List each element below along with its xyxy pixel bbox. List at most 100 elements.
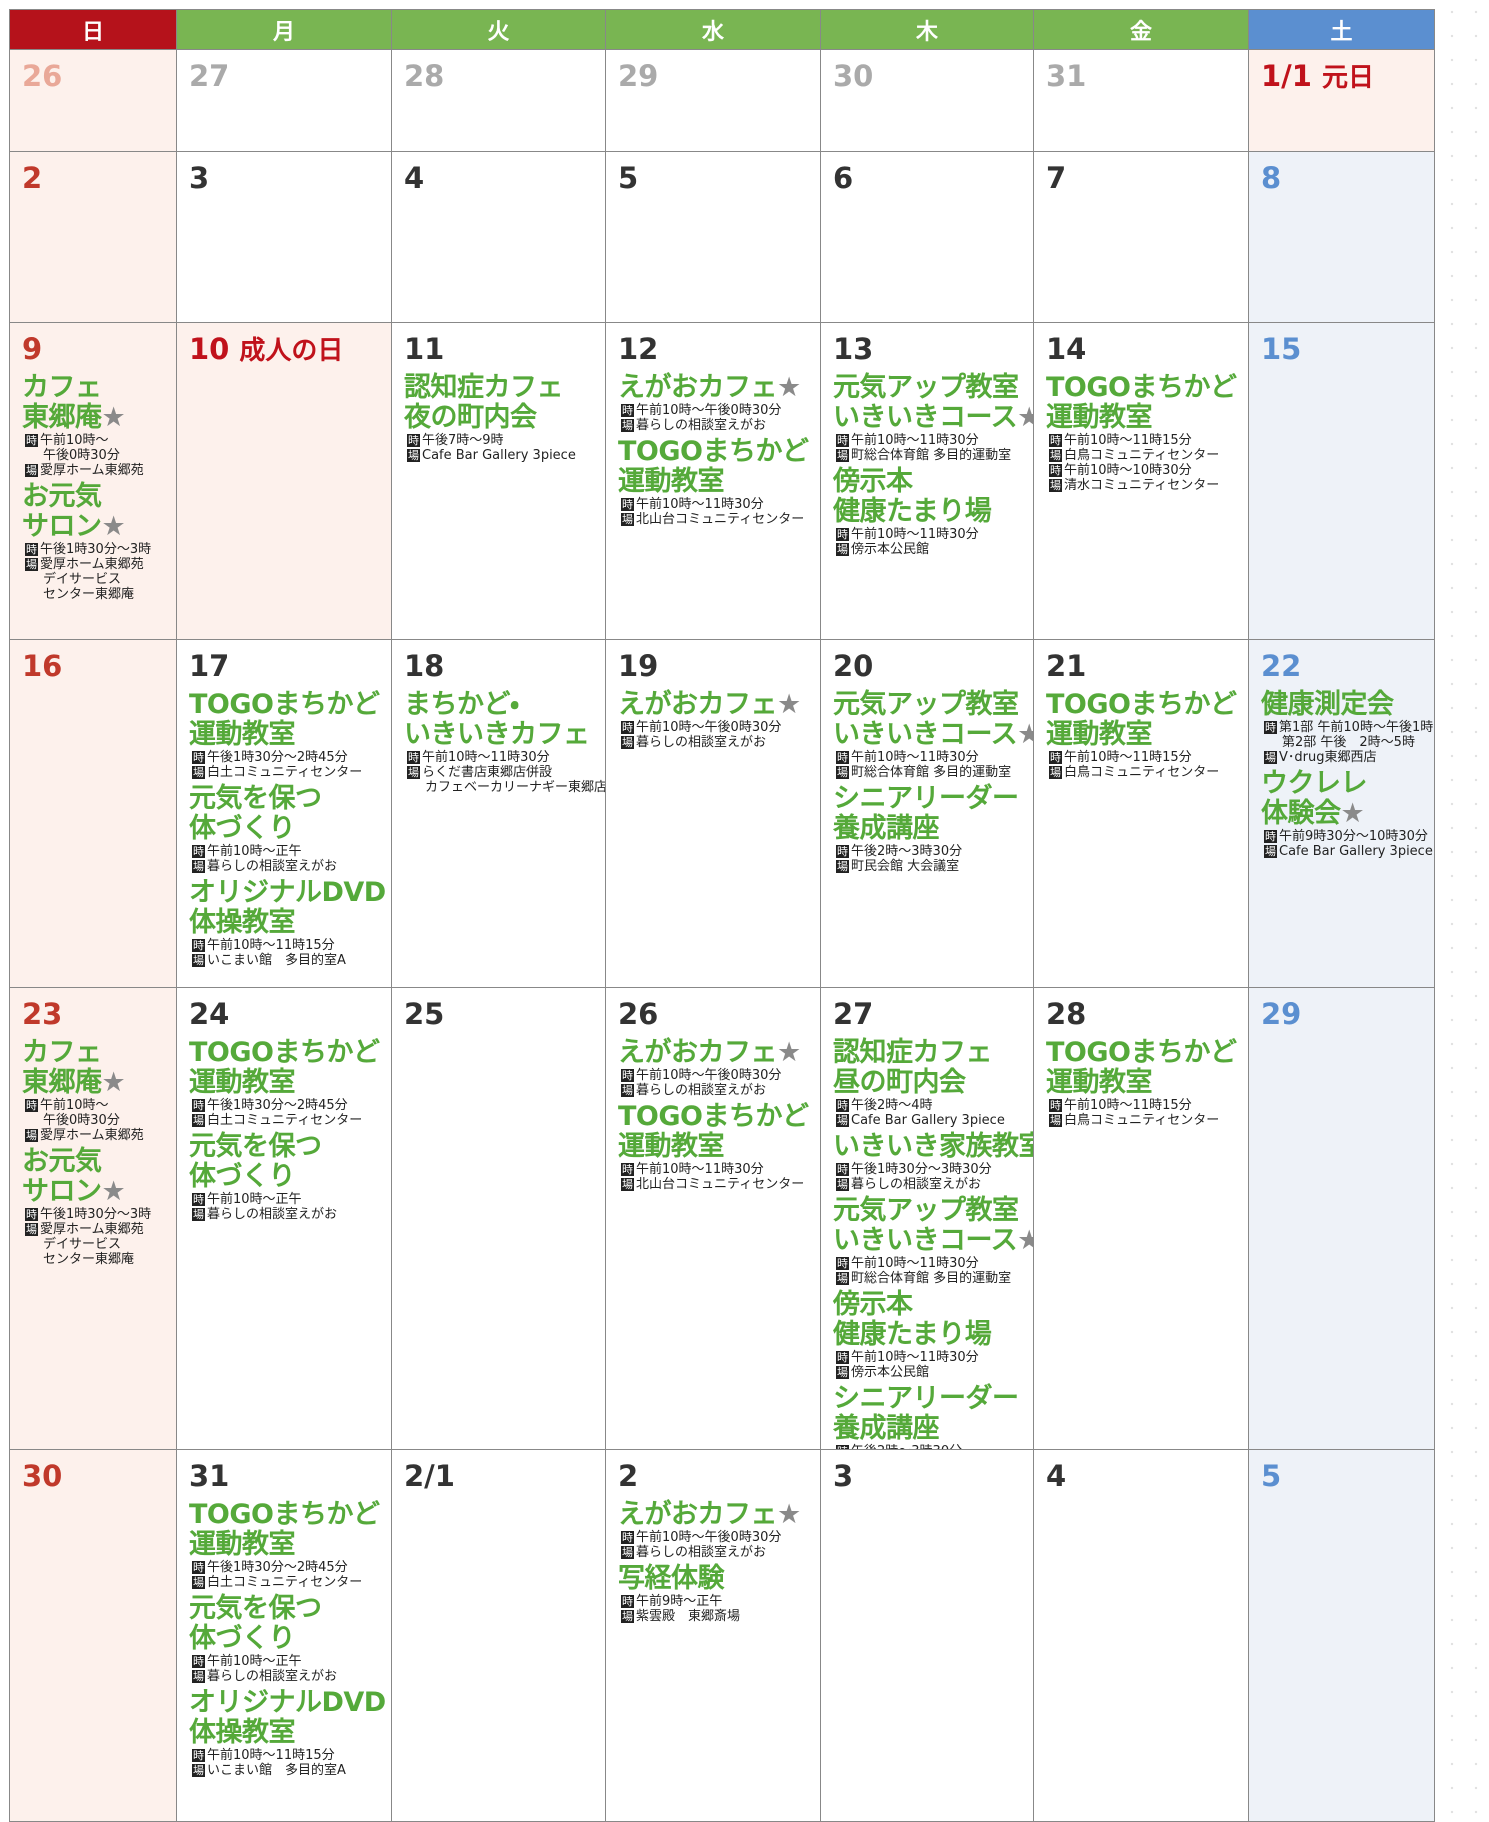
detail-icon: 時: [407, 751, 420, 764]
detail-text: 午後1時30分～2時45分: [207, 1560, 348, 1575]
day-cell: 10 成人の日: [176, 322, 392, 640]
detail-text: 午後1時30分～3時: [40, 1207, 152, 1222]
event-detail: 時午前10時～午後0時30分: [618, 1068, 812, 1083]
event-detail: 場傍示本公民館: [833, 1365, 1025, 1380]
event-title-text: えがおカフェ: [618, 372, 778, 403]
date: 15: [1261, 332, 1302, 366]
date: 28: [1046, 997, 1087, 1031]
detail-text: 午前10時～午後0時30分: [636, 1068, 782, 1083]
event-detail: 場白鳥コミュニティセンター: [1046, 448, 1240, 463]
detail-icon: 時: [192, 751, 205, 764]
event: えがおカフェ★ 時午前10時～午後0時30分場暮らしの相談室えがお: [618, 1038, 812, 1099]
event-title-text: いきいきカフェ: [404, 719, 590, 750]
date: 31: [1046, 59, 1087, 93]
event-title-text: カフェ: [22, 1037, 102, 1068]
event-detail: 第2部 午後 2時～5時: [1261, 735, 1426, 750]
event-detail: 場暮らしの相談室えがお: [189, 1669, 383, 1684]
date: 26: [22, 59, 63, 93]
detail-text: 午前10時～11時30分: [636, 497, 764, 512]
event-detail: 時午前10時～11時15分: [1046, 750, 1240, 765]
event-detail: 場らくだ書店東郷店併設: [404, 765, 597, 780]
weekday-header: 木: [820, 9, 1034, 50]
detail-text: Cafe Bar Gallery 3piece: [422, 448, 576, 463]
date: 2: [22, 161, 43, 195]
event-detail: 場暮らしの相談室えがお: [618, 1083, 812, 1098]
detail-text: 午前10時～午後0時30分: [636, 720, 782, 735]
event-detail: 時午前10時～11時15分: [189, 1748, 383, 1763]
event: 認知症カフェ 夜の町内会時午後7時～9時場 Cafe Bar Gallery 3pi…: [404, 373, 597, 464]
date: 30: [833, 59, 874, 93]
event-title-text: TOGOまちかど: [189, 689, 380, 720]
date-row: 4: [404, 158, 597, 198]
event-title-text: 健康たまり場: [833, 496, 992, 527]
detail-icon: 時: [1049, 434, 1062, 447]
event: 認知症カフェ 昼の町内会時午後2時～4時場 Cafe Bar Gallery 3pi…: [833, 1038, 1025, 1129]
day-cell: 28: [391, 49, 606, 152]
event-detail: 時午後1時30分～3時: [22, 1207, 168, 1222]
date: 19: [618, 649, 659, 683]
event: TOGOまちかど 運動教室時午前10時～11時30分場北山台コミュニティセンター: [618, 1102, 812, 1193]
event: 健康測定会時第1部 午前10時～午後1時 第2部 午後 2時～5時場 V･drug東…: [1261, 689, 1433, 766]
event-title-text: 元気を保つ: [189, 1593, 322, 1624]
weekday-header: 金: [1033, 9, 1249, 50]
detail-icon: 場: [192, 1670, 205, 1683]
event-title: TOGOまちかど: [618, 1102, 812, 1132]
event-title: 運動教室: [189, 1530, 383, 1560]
day-cell: 25: [391, 987, 606, 1450]
event-title-text: 傍示本: [833, 1289, 913, 1320]
event-detail: 時午前10時～午後0時30分: [618, 720, 812, 735]
date-row: 15: [1261, 329, 1426, 369]
event-detail: 時午前10時～正午: [189, 844, 383, 859]
event-title-text: TOGOまちかど: [618, 1101, 809, 1132]
event-detail: 時午後2時～4時: [833, 1098, 1025, 1113]
date-row: 4: [1046, 1456, 1240, 1496]
detail-icon: 場: [621, 736, 634, 749]
event-title: 運動教室: [189, 720, 383, 750]
date-row: 5: [1261, 1456, 1426, 1496]
event-detail: 時午前10時～11時30分: [618, 1162, 812, 1177]
event-title: 健康たまり場: [833, 497, 1025, 527]
detail-icon: 時: [621, 404, 634, 417]
event-detail: センター東郷庵: [22, 1252, 168, 1267]
day-cell: 27: [176, 49, 392, 152]
event: TOGOまちかど 運動教室時午前10時～11時15分場白鳥コミュニティセンター時午…: [1046, 373, 1240, 494]
event-title: 認知症カフェ: [404, 373, 597, 403]
event-title-text: 体づくり: [189, 1161, 296, 1192]
detail-icon: 時: [25, 543, 38, 556]
day-cell: 31 TOGOまちかど 運動教室時午後1時30分～2時45分場白土コミュニティセンタ…: [176, 1449, 392, 1822]
event-detail: 場白土コミュニティセンター: [189, 765, 383, 780]
event: カフェ 東郷庵★ 時午前10時～ 午後0時30分場愛厚ホーム東郷苑: [22, 1037, 168, 1144]
event-title: TOGOまちかど: [189, 690, 383, 720]
date-row: 30: [833, 56, 1025, 96]
star: ★: [1017, 719, 1033, 750]
detail-icon: 時: [407, 434, 420, 447]
detail-text: らくだ書店東郷店併設: [422, 765, 553, 780]
star: ★: [777, 1037, 801, 1068]
event-detail: 場清水コミュニティセンター: [1046, 478, 1240, 493]
event-title: えがおカフェ★: [618, 1500, 812, 1530]
detail-icon: 時: [1049, 464, 1062, 477]
event: ウクレレ 体験会★ 時午前9時30分～10時30分場 Cafe Bar Gallery…: [1261, 769, 1433, 860]
detail-icon: 場: [192, 860, 205, 873]
event-title-text: 健康測定会: [1261, 689, 1394, 720]
detail-text: 白鳥コミュニティセンター: [1064, 765, 1220, 780]
event-detail: 場 Cafe Bar Gallery 3piece: [1261, 844, 1433, 859]
event-detail: 時午前10時～正午: [189, 1192, 383, 1207]
event: TOGOまちかど 運動教室時午前10時～11時15分場白鳥コミュニティセンター: [1046, 690, 1240, 781]
date: 16: [22, 649, 63, 683]
event-detail: 場白土コミュニティセンター: [189, 1113, 383, 1128]
event-title: えがおカフェ★: [618, 1038, 812, 1068]
event-title: いきいきコース★: [833, 403, 1033, 433]
event-title: 体づくり: [189, 1624, 383, 1654]
detail-icon: 時: [836, 1099, 849, 1112]
event-title-text: オリジナルDVD: [189, 1687, 386, 1718]
detail-text: 午前10時～11時30分: [851, 527, 979, 542]
detail-text: 午前10時～正午: [207, 1654, 302, 1669]
event-detail: 午後0時30分: [22, 1113, 168, 1128]
star: ★: [1017, 1225, 1033, 1256]
date-row: 19: [618, 646, 812, 686]
event-detail: 時午前10時～午後0時30分: [618, 1530, 812, 1545]
event-title: 運動教室: [1046, 720, 1240, 750]
star: ★: [101, 511, 126, 542]
event: えがおカフェ★ 時午前10時～午後0時30分場暮らしの相談室えがお: [618, 690, 812, 751]
